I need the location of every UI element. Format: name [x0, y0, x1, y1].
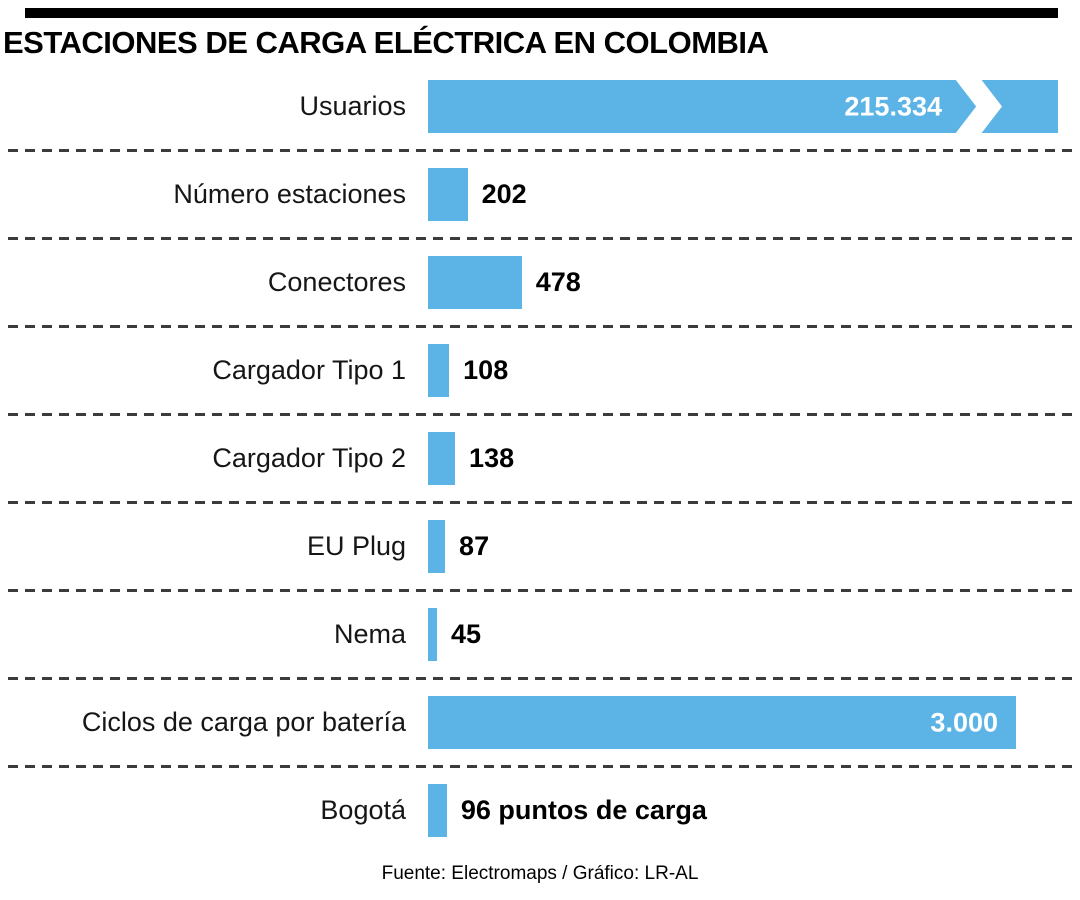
value-label: 96 puntos de carga — [460, 795, 707, 825]
row-separator — [8, 677, 1072, 680]
category-label: Usuarios — [299, 90, 406, 121]
value-label: 138 — [469, 443, 515, 473]
bar — [428, 608, 437, 661]
bar — [428, 784, 447, 837]
bar — [428, 344, 450, 397]
source-credit: Fuente: Electromaps / Gráfico: LR-AL — [381, 863, 699, 884]
row-separator — [8, 325, 1072, 328]
value-label: 3.000 — [930, 707, 998, 737]
chart-row: Bogotá 96 puntos de carga — [0, 768, 1080, 853]
bar: 215.334 — [428, 79, 1058, 134]
chart-row: Conectores 478 — [0, 240, 1080, 325]
bar — [428, 168, 468, 221]
chart-rows: Usuarios 215.334 Número estaciones 202 Conec… — [0, 64, 1080, 853]
bar — [428, 520, 446, 573]
category-label: Conectores — [267, 266, 406, 297]
value-label: 478 — [535, 267, 581, 297]
category-label: Cargador Tipo 2 — [212, 442, 406, 473]
row-separator — [8, 413, 1072, 416]
chart-row: Cargador Tipo 2 138 — [0, 416, 1080, 501]
row-separator — [8, 589, 1072, 592]
value-label: 202 — [481, 179, 527, 209]
chart-title: ESTACIONES DE CARGA ELÉCTRICA EN COLOMBI… — [3, 25, 769, 60]
bar — [428, 432, 456, 485]
chart-row: Nema 45 — [0, 592, 1080, 677]
chart-row: EU Plug 87 — [0, 504, 1080, 589]
bar-area: 215.334 — [428, 79, 1080, 134]
value-label: 87 — [459, 531, 490, 561]
row-separator — [8, 501, 1072, 504]
category-label: Bogotá — [320, 794, 406, 825]
top-rule — [25, 8, 1058, 18]
chart-row: Cargador Tipo 1 108 — [0, 328, 1080, 413]
bar-area: 3.000 — [428, 696, 1080, 749]
bar-area: 478 — [428, 256, 1080, 309]
bar-break-icon — [955, 79, 1002, 134]
bar-area: 96 puntos de carga — [428, 784, 1080, 837]
category-label: Nema — [333, 618, 406, 649]
category-label: Ciclos de carga por batería — [81, 706, 406, 737]
chart-row: Número estaciones 202 — [0, 152, 1080, 237]
bar-area: 87 — [428, 520, 1080, 573]
bar-area: 138 — [428, 432, 1080, 485]
bar-area: 45 — [428, 608, 1080, 661]
bar — [428, 256, 522, 309]
bar-area: 202 — [428, 168, 1080, 221]
value-label: 108 — [463, 355, 509, 385]
row-separator — [8, 149, 1072, 152]
category-label: Número estaciones — [173, 178, 406, 209]
value-label: 45 — [451, 619, 482, 649]
row-separator — [8, 765, 1072, 768]
value-label: 215.334 — [844, 91, 942, 121]
category-label: Cargador Tipo 1 — [212, 354, 406, 385]
chart-row: Usuarios 215.334 — [0, 64, 1080, 149]
bar-area: 108 — [428, 344, 1080, 397]
chart-row: Ciclos de carga por batería 3.000 — [0, 680, 1080, 765]
row-separator — [8, 237, 1072, 240]
category-label: EU Plug — [306, 530, 406, 561]
bar: 3.000 — [428, 696, 1016, 749]
